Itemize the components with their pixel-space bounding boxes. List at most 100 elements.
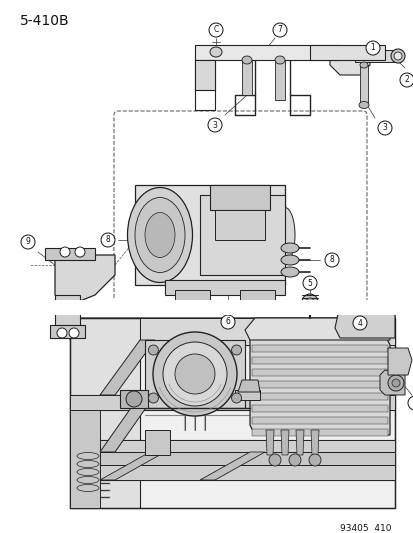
Circle shape <box>57 328 67 338</box>
Polygon shape <box>242 60 252 95</box>
Text: 3: 3 <box>212 120 217 130</box>
Polygon shape <box>140 318 394 345</box>
Circle shape <box>21 235 35 249</box>
Polygon shape <box>195 45 339 60</box>
Circle shape <box>153 332 236 416</box>
Text: 3: 3 <box>382 124 387 133</box>
Text: 7: 7 <box>277 26 282 35</box>
Polygon shape <box>310 430 318 455</box>
Circle shape <box>305 298 313 306</box>
Polygon shape <box>252 369 387 376</box>
Ellipse shape <box>280 243 298 253</box>
Ellipse shape <box>209 47 221 57</box>
Circle shape <box>221 315 235 329</box>
Ellipse shape <box>390 49 404 63</box>
Polygon shape <box>252 381 387 388</box>
Polygon shape <box>252 393 387 400</box>
Polygon shape <box>70 318 140 508</box>
Polygon shape <box>195 60 214 90</box>
Polygon shape <box>100 340 154 395</box>
Bar <box>0 300 413 315</box>
Ellipse shape <box>274 56 284 64</box>
Bar <box>195 45 339 60</box>
Text: 6: 6 <box>225 318 230 327</box>
Ellipse shape <box>280 255 298 265</box>
Circle shape <box>399 73 413 87</box>
Ellipse shape <box>145 213 175 257</box>
Polygon shape <box>359 65 367 105</box>
Circle shape <box>268 454 280 466</box>
Circle shape <box>302 276 316 290</box>
Polygon shape <box>252 429 387 436</box>
Text: 1: 1 <box>370 44 375 52</box>
Polygon shape <box>266 430 273 455</box>
Text: 93405  410: 93405 410 <box>339 524 391 533</box>
Ellipse shape <box>358 101 368 109</box>
Ellipse shape <box>393 52 401 60</box>
Text: 8: 8 <box>105 236 110 245</box>
Text: 5: 5 <box>307 279 312 287</box>
Ellipse shape <box>77 453 99 459</box>
Polygon shape <box>70 318 394 340</box>
Circle shape <box>209 23 223 37</box>
Polygon shape <box>244 318 389 340</box>
Circle shape <box>175 354 214 394</box>
Polygon shape <box>334 305 394 338</box>
Polygon shape <box>199 195 284 275</box>
Polygon shape <box>45 248 95 260</box>
Polygon shape <box>70 395 394 410</box>
Text: 9: 9 <box>26 238 31 246</box>
Ellipse shape <box>274 207 294 262</box>
Polygon shape <box>280 430 288 455</box>
Polygon shape <box>240 290 274 308</box>
Polygon shape <box>175 290 209 308</box>
Polygon shape <box>70 340 394 508</box>
Polygon shape <box>252 345 387 352</box>
Polygon shape <box>55 255 115 305</box>
Polygon shape <box>252 405 387 412</box>
Ellipse shape <box>77 477 99 483</box>
Circle shape <box>377 121 391 135</box>
Polygon shape <box>252 417 387 424</box>
Circle shape <box>163 342 226 406</box>
Text: 2: 2 <box>404 76 408 85</box>
Text: 8: 8 <box>329 255 334 264</box>
Polygon shape <box>50 325 85 338</box>
Circle shape <box>288 454 300 466</box>
Circle shape <box>101 233 115 247</box>
Text: 5-410B: 5-410B <box>20 14 69 28</box>
Polygon shape <box>235 390 259 400</box>
Ellipse shape <box>359 62 367 68</box>
Circle shape <box>126 391 142 407</box>
Circle shape <box>148 393 158 403</box>
Polygon shape <box>252 357 387 364</box>
Polygon shape <box>354 50 399 62</box>
Text: 4: 4 <box>357 319 361 327</box>
Circle shape <box>60 247 70 257</box>
Ellipse shape <box>77 484 99 491</box>
Polygon shape <box>100 395 154 452</box>
Circle shape <box>407 396 413 410</box>
Circle shape <box>301 294 317 310</box>
Polygon shape <box>274 60 284 100</box>
Polygon shape <box>145 340 244 408</box>
Polygon shape <box>70 410 100 508</box>
Circle shape <box>207 118 221 132</box>
Circle shape <box>231 345 241 355</box>
Ellipse shape <box>77 469 99 475</box>
Polygon shape <box>209 185 269 210</box>
Polygon shape <box>135 185 284 285</box>
Ellipse shape <box>135 198 185 272</box>
Polygon shape <box>100 465 394 480</box>
Circle shape <box>231 393 241 403</box>
Circle shape <box>365 41 379 55</box>
Text: 5: 5 <box>412 399 413 408</box>
Ellipse shape <box>127 188 192 282</box>
Polygon shape <box>199 452 264 480</box>
Polygon shape <box>295 430 303 455</box>
Ellipse shape <box>242 56 252 64</box>
Polygon shape <box>237 380 259 392</box>
Text: C: C <box>213 26 218 35</box>
Circle shape <box>75 247 85 257</box>
Ellipse shape <box>77 461 99 467</box>
